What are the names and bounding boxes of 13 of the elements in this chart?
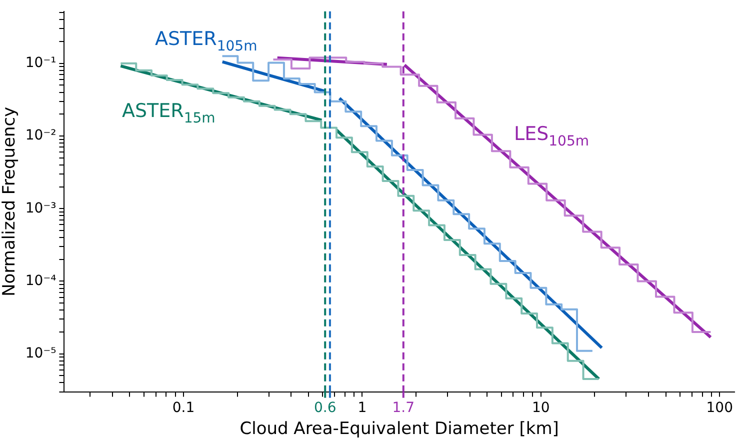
x-tick-label: 0.1 [172,400,195,416]
x-tick-label: 100 [706,400,733,416]
y-tick-label: 10⁻⁴ [25,272,57,289]
x-tick-label: 10 [532,400,550,416]
ref-line-label: 1.7 [392,400,415,416]
y-tick-label: 10⁻² [25,128,56,144]
y-tick-label: 10⁻⁵ [25,345,56,362]
x-axis-title: Cloud Area-Equivalent Diameter [km] [240,419,559,440]
y-tick-label: 10⁻¹ [25,55,56,72]
y-tick-label: 10⁻³ [25,200,56,216]
y-axis-title: Normalized Frequency [0,106,20,296]
ref-line-label: 0.6 [314,400,336,416]
x-tick-label: 1 [358,400,367,416]
